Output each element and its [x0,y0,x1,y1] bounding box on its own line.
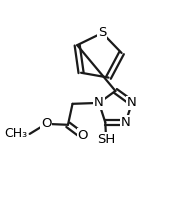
Text: S: S [98,26,106,40]
Text: N: N [121,116,131,129]
Text: N: N [127,96,137,109]
Text: N: N [94,96,104,109]
Text: CH₃: CH₃ [5,127,28,140]
Text: O: O [41,117,51,130]
Text: SH: SH [97,133,115,146]
Text: O: O [77,129,88,142]
